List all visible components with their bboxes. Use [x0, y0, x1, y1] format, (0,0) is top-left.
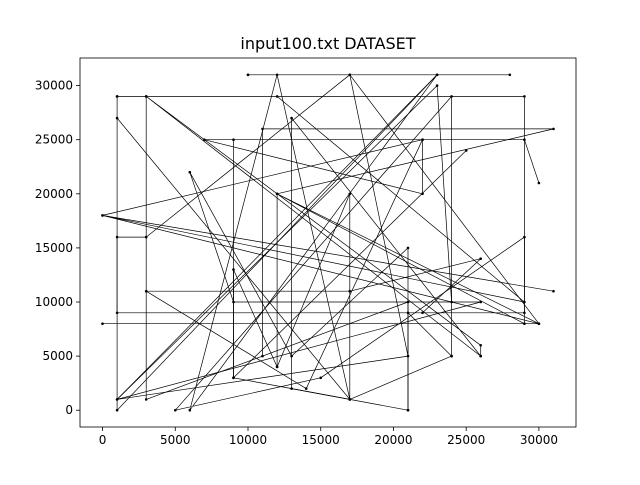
x-tick-label: 10000	[229, 433, 267, 447]
data-point	[421, 192, 424, 196]
x-tick-label: 0	[99, 433, 107, 447]
data-point	[275, 365, 279, 369]
x-tick-label: 15000	[302, 433, 340, 447]
y-tick-label: 0	[65, 403, 73, 417]
data-point	[523, 138, 526, 141]
data-point	[421, 311, 424, 315]
data-point	[537, 181, 541, 185]
data-point	[406, 311, 410, 315]
data-point	[232, 138, 235, 141]
data-point	[479, 344, 483, 347]
data-point	[246, 73, 250, 77]
data-point	[319, 376, 323, 380]
x-tick-label: 25000	[447, 433, 485, 447]
data-point	[144, 95, 148, 98]
data-point	[101, 322, 104, 326]
data-point	[450, 95, 453, 98]
data-point	[232, 300, 235, 304]
data-point	[115, 235, 119, 239]
data-point	[523, 235, 526, 239]
data-point	[406, 408, 410, 412]
plot-frame	[79, 57, 577, 428]
data-point	[275, 192, 279, 196]
data-point	[232, 268, 235, 271]
data-point	[203, 138, 206, 141]
data-point	[115, 116, 119, 120]
data-point	[115, 398, 119, 401]
x-tick-label: 5000	[160, 433, 191, 447]
data-point	[144, 398, 148, 401]
y-tick-label: 5000	[42, 349, 73, 363]
data-point	[261, 354, 264, 358]
data-point	[275, 73, 279, 77]
data-point	[144, 235, 148, 239]
data-point	[435, 73, 439, 77]
x-tick-label: 20000	[374, 433, 412, 447]
chart-title: input100.txt DATASET	[240, 34, 415, 53]
data-point	[508, 73, 512, 77]
series-line-3	[116, 74, 540, 411]
y-tick-label: 15000	[35, 241, 73, 255]
data-point	[406, 246, 410, 250]
data-point	[232, 376, 235, 380]
data-point	[479, 257, 483, 261]
data-point	[188, 408, 192, 412]
data-point	[304, 387, 308, 390]
data-point	[523, 95, 526, 98]
y-tick-label: 30000	[35, 79, 73, 93]
data-point	[348, 73, 352, 77]
data-point	[537, 322, 541, 326]
data-point	[348, 398, 352, 401]
data-point	[479, 354, 483, 358]
data-point	[290, 354, 293, 358]
data-point	[174, 408, 177, 412]
y-tick-label: 20000	[35, 187, 73, 201]
data-point	[188, 170, 192, 174]
series-line-6	[233, 128, 554, 400]
data-point	[479, 300, 483, 304]
data-point	[450, 354, 453, 358]
data-point	[101, 214, 104, 217]
data-point	[290, 116, 293, 120]
data-point	[435, 84, 439, 87]
data-point	[552, 127, 555, 131]
y-tick-label: 10000	[35, 295, 73, 309]
data-point	[275, 95, 279, 98]
data-point	[421, 138, 424, 141]
data-point	[115, 408, 119, 412]
data-point	[261, 127, 264, 131]
data-point	[144, 289, 148, 293]
data-point	[348, 192, 352, 196]
data-point	[552, 289, 555, 293]
plot-area: 0 5000 10000 15000 20000 25000 30000 0 5000 10000…	[35, 57, 577, 447]
data-point	[450, 300, 453, 304]
y-tick-label: 25000	[35, 133, 73, 147]
data-point	[115, 95, 119, 98]
x-tick-label: 30000	[520, 433, 558, 447]
